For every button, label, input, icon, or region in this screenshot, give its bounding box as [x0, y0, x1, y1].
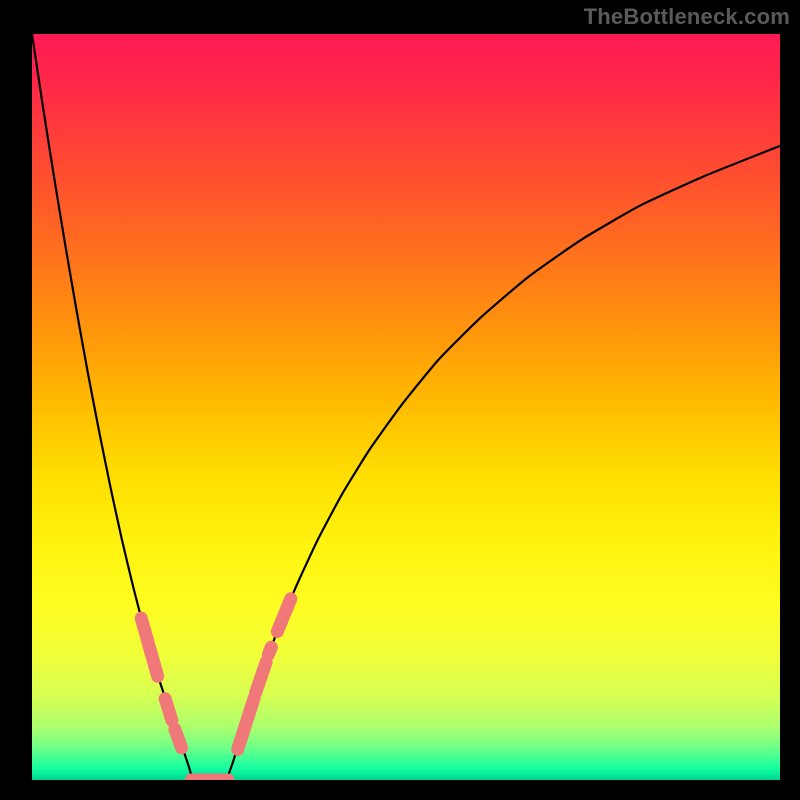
plot-area	[32, 34, 780, 780]
figure-frame: TheBottleneck.com	[0, 0, 800, 800]
curve-marker	[268, 647, 271, 654]
watermark-text: TheBottleneck.com	[584, 4, 790, 30]
bottleneck-curve-chart	[32, 34, 780, 780]
curve-marker	[165, 699, 172, 721]
gradient-background	[32, 34, 780, 780]
curve-marker	[175, 729, 182, 748]
